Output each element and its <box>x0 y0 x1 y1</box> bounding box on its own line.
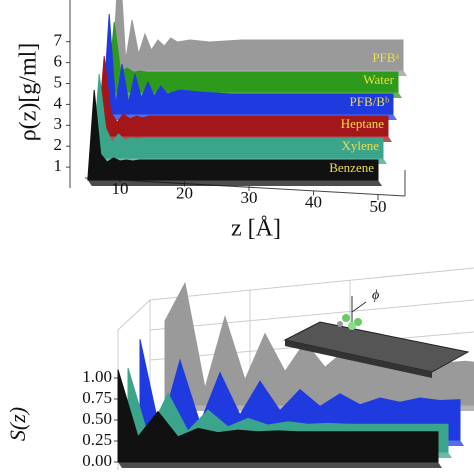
y-tick-label: 0.75 <box>82 388 112 407</box>
x-tick-label: 40 <box>305 192 322 211</box>
y-tick-label: 0.25 <box>82 430 112 449</box>
x-tick-label: 30 <box>241 188 258 207</box>
y-tick-label: 3 <box>54 114 63 133</box>
series-label: PFBᵃ <box>372 50 399 65</box>
y-axis-label: ρ(z)[g/ml] <box>16 43 42 142</box>
series-label: Benzene <box>329 160 374 175</box>
ribbon <box>97 55 389 137</box>
x-tick-label: 20 <box>176 183 193 202</box>
inset-symbol: ϕ <box>372 288 379 303</box>
series-label: PFB/Bᵇ <box>350 94 389 109</box>
y-tick-label: 2 <box>54 135 63 154</box>
y-tick-label: 1.00 <box>82 367 112 386</box>
inset-illustration: ϕ <box>283 288 470 378</box>
box-edge <box>149 299 474 331</box>
x-tick-label: 50 <box>370 197 387 216</box>
ribbon-edge <box>118 462 442 468</box>
ribbon <box>112 0 404 71</box>
y-axis-label: S(z) <box>5 407 30 441</box>
y-tick-label: 5 <box>54 72 63 91</box>
series-label: Water <box>363 72 394 87</box>
ribbon <box>107 21 399 93</box>
x-axis-label: z [Å] <box>231 216 281 242</box>
series-label: Xylene <box>341 138 379 153</box>
y-tick-label: 7 <box>54 31 63 50</box>
ribbon <box>87 89 379 181</box>
ribbon <box>92 73 384 159</box>
y-tick-label: 0.00 <box>82 451 112 470</box>
y-tick-label: 1 <box>54 156 63 175</box>
series-label: Heptane <box>341 116 385 131</box>
y-tick-label: 0.50 <box>82 409 112 428</box>
y-tick-label: 6 <box>54 52 63 71</box>
y-tick-label: 4 <box>54 93 63 112</box>
ribbon <box>117 369 439 463</box>
ribbon-edge <box>87 180 382 186</box>
ribbon <box>102 13 394 115</box>
